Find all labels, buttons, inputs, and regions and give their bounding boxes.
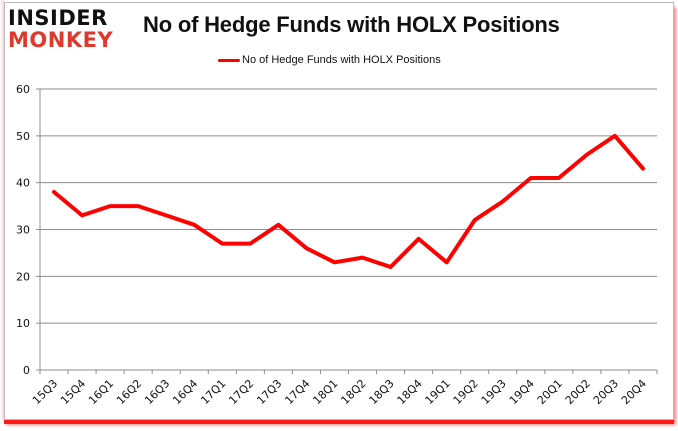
y-tick-label: 30 bbox=[16, 224, 30, 237]
chart-legend: No of Hedge Funds with HOLX Positions bbox=[218, 54, 441, 66]
chart-title: No of Hedge Funds with HOLX Positions bbox=[143, 12, 560, 37]
x-tick-label: 19Q2 bbox=[451, 377, 481, 407]
insider-monkey-logo: INSIDER MONKEY bbox=[8, 8, 126, 51]
x-tick-label: 18Q3 bbox=[367, 377, 397, 407]
x-tick-label: 20Q2 bbox=[563, 377, 593, 407]
logo-line-1: INSIDER bbox=[8, 6, 108, 30]
x-tick-label: 20Q3 bbox=[591, 377, 621, 407]
x-tick-label: 17Q4 bbox=[282, 377, 312, 407]
x-tick-label: 16Q1 bbox=[86, 377, 116, 407]
legend-line-swatch-icon bbox=[218, 58, 240, 62]
x-tick-label: 16Q2 bbox=[114, 377, 144, 407]
x-tick-label: 18Q2 bbox=[338, 377, 368, 407]
frame-edge bbox=[0, 0, 4, 420]
x-tick-label: 20Q4 bbox=[619, 377, 649, 407]
x-tick-label: 19Q1 bbox=[423, 377, 453, 407]
x-tick-label: 17Q1 bbox=[198, 377, 228, 407]
y-tick-label: 40 bbox=[16, 177, 30, 190]
x-tick-label: 19Q3 bbox=[479, 377, 509, 407]
legend-label: No of Hedge Funds with HOLX Positions bbox=[242, 54, 441, 66]
gridlines bbox=[36, 88, 657, 371]
x-tick-label: 17Q2 bbox=[226, 377, 256, 407]
x-tick-label: 17Q3 bbox=[254, 377, 284, 407]
logo-line-2: MONKEY bbox=[8, 28, 114, 52]
x-tick-label: 16Q4 bbox=[170, 377, 200, 407]
series-line bbox=[52, 133, 645, 269]
x-tick-label: 20Q1 bbox=[535, 377, 565, 407]
x-tick-label: 18Q1 bbox=[310, 377, 340, 407]
x-tick-label: 16Q3 bbox=[142, 377, 172, 407]
y-tick-label: 0 bbox=[23, 364, 30, 377]
chart-frame bbox=[4, 2, 674, 420]
x-tick-label: 15Q3 bbox=[30, 377, 60, 407]
y-tick-label: 20 bbox=[16, 270, 30, 283]
x-tick-label: 18Q4 bbox=[395, 377, 425, 407]
x-tick-label: 15Q4 bbox=[58, 377, 88, 407]
y-tick-label: 60 bbox=[16, 83, 30, 96]
x-tick-label: 19Q4 bbox=[507, 377, 537, 407]
y-tick-label: 50 bbox=[16, 130, 30, 143]
x-axis: 15Q315Q416Q116Q216Q316Q417Q117Q217Q317Q4… bbox=[30, 370, 658, 407]
y-tick-label: 10 bbox=[16, 317, 30, 330]
y-axis: 0 10 20 30 40 50 60 bbox=[16, 83, 41, 377]
